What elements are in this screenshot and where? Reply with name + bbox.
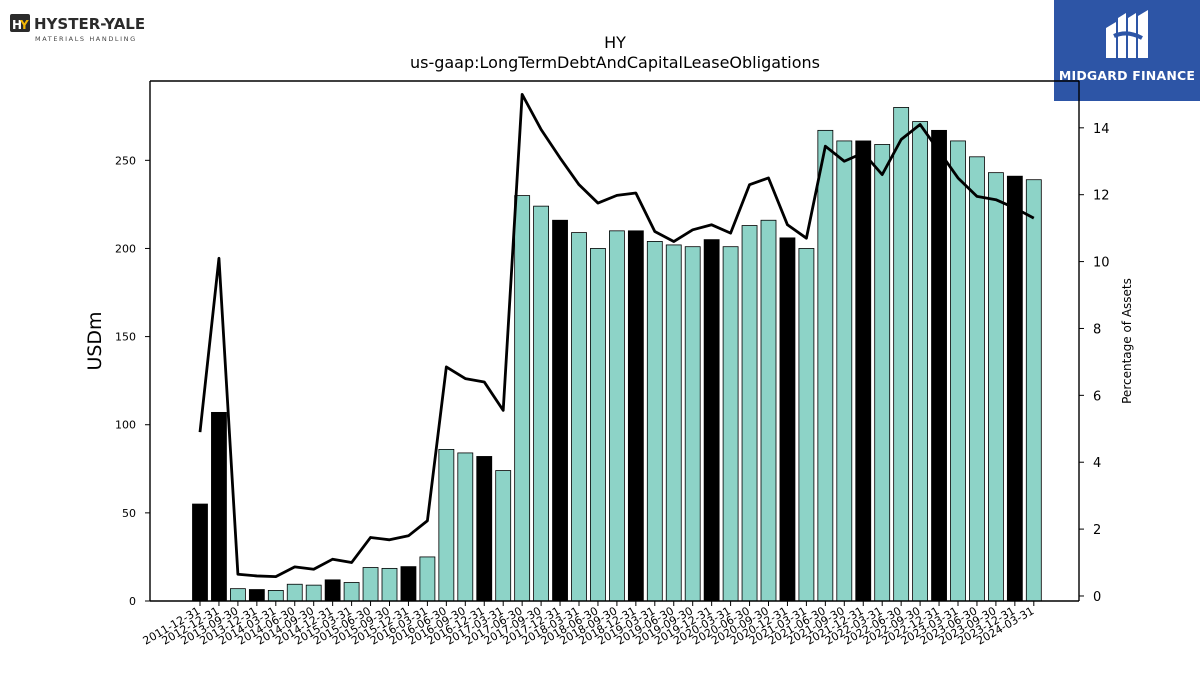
bar-series xyxy=(192,107,1042,602)
bar xyxy=(646,241,663,602)
bar xyxy=(457,452,474,602)
bar xyxy=(476,456,493,602)
bar xyxy=(305,584,322,602)
bar xyxy=(211,411,227,602)
bar xyxy=(286,583,303,602)
y-tick-label: 200 xyxy=(115,242,136,255)
bar xyxy=(931,129,947,602)
y-tick-label: 0 xyxy=(129,595,136,608)
bar xyxy=(741,225,758,602)
bar xyxy=(438,449,455,602)
bar xyxy=(324,579,341,602)
bar xyxy=(665,244,682,602)
bar xyxy=(627,230,644,602)
bar xyxy=(400,566,417,602)
y2-tick-label: 10 xyxy=(1093,256,1110,271)
y-tick-label: 100 xyxy=(115,419,136,432)
bar xyxy=(533,205,549,602)
y2-tick-label: 14 xyxy=(1093,122,1110,137)
y2-tick-label: 12 xyxy=(1093,189,1110,204)
bar xyxy=(722,246,739,602)
bar xyxy=(684,246,701,602)
axes: 050100150200250024681012142011-12-312012… xyxy=(115,80,1110,648)
y-axis-label: USDm xyxy=(84,311,106,370)
bar xyxy=(552,219,568,602)
left-logo-brand: HYSTER-YALE xyxy=(34,15,145,33)
bar xyxy=(950,140,966,602)
bar xyxy=(1006,175,1023,602)
bar xyxy=(514,195,531,602)
bar xyxy=(798,248,815,602)
svg-text:Y: Y xyxy=(19,18,29,32)
bar xyxy=(192,503,208,602)
bar xyxy=(817,129,834,602)
bar xyxy=(419,556,436,602)
bar xyxy=(571,232,587,602)
chart-subtitle: us-gaap:LongTermDebtAndCapitalLeaseOblig… xyxy=(410,53,820,72)
bar xyxy=(381,567,398,602)
line-series xyxy=(198,92,1035,578)
bar xyxy=(343,582,360,602)
bar xyxy=(362,567,379,602)
bar xyxy=(590,248,606,602)
bar xyxy=(988,172,1004,602)
y-tick-label: 150 xyxy=(115,331,136,344)
percentage-line xyxy=(198,92,1035,578)
bar xyxy=(836,140,853,602)
y2-tick-label: 2 xyxy=(1093,523,1101,538)
company-logo: H Y HYSTER-YALE MATERIALS HANDLING xyxy=(8,10,153,46)
y2-tick-label: 4 xyxy=(1093,456,1101,471)
bar xyxy=(609,230,625,602)
y2-axis-label: Percentage of Assets xyxy=(1120,278,1134,404)
bar xyxy=(495,470,512,602)
bar xyxy=(267,590,284,602)
bar xyxy=(229,588,246,602)
bar xyxy=(969,156,985,602)
bar xyxy=(703,239,720,602)
y2-tick-label: 0 xyxy=(1093,590,1101,605)
y2-tick-label: 6 xyxy=(1093,389,1101,404)
y-tick-label: 50 xyxy=(122,507,136,520)
bar xyxy=(1025,179,1042,602)
left-logo-tagline: MATERIALS HANDLING xyxy=(35,35,137,43)
svg-text:H: H xyxy=(12,18,22,32)
company-logo-mark: H Y HYSTER-YALE MATERIALS HANDLING xyxy=(10,14,145,43)
midgard-brand-text: MIDGARD FINANCE xyxy=(1058,68,1196,83)
bar xyxy=(248,589,265,602)
bar xyxy=(779,237,796,602)
y2-tick-label: 8 xyxy=(1093,322,1101,337)
bar xyxy=(912,121,928,602)
bar xyxy=(893,107,910,602)
chart-title: HY xyxy=(604,33,626,52)
midgard-mark-icon xyxy=(1106,10,1148,58)
bar xyxy=(855,140,872,602)
bar xyxy=(760,219,777,602)
y-tick-label: 250 xyxy=(115,154,136,167)
bar xyxy=(874,144,891,602)
